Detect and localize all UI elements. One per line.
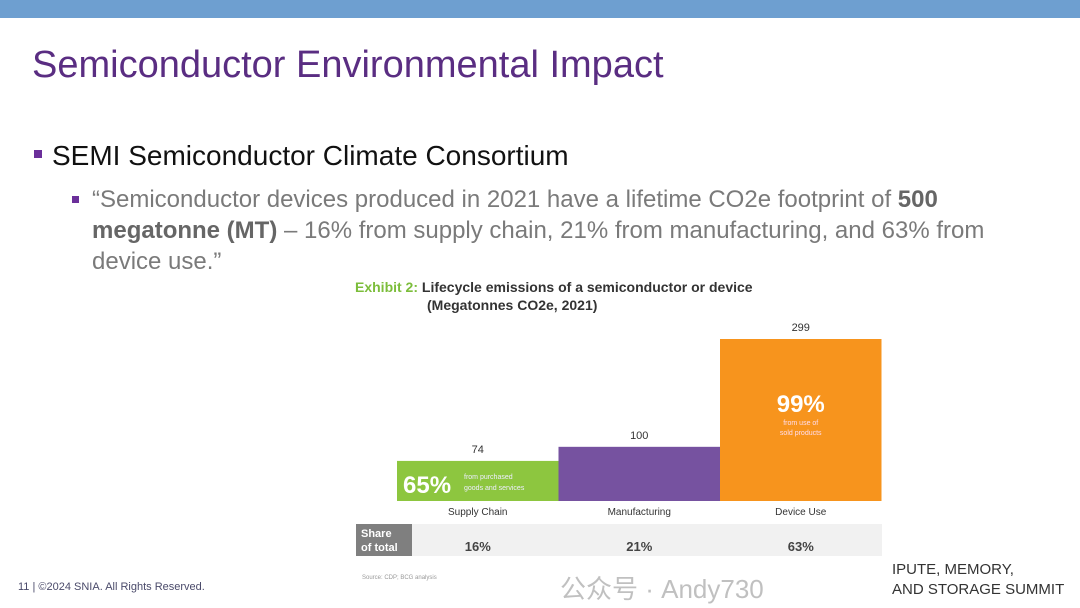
inner-pct-device: 99%	[777, 391, 825, 418]
category-label: Manufacturing	[608, 507, 671, 518]
bullet-square-icon	[72, 196, 79, 203]
chart-title-text: Lifecycle emissions of a semiconductor o…	[421, 279, 753, 295]
exhibit-label: Exhibit 2:	[355, 279, 419, 295]
bullet-level1: SEMI Semiconductor Climate Consortium	[34, 140, 569, 172]
summit-line2: AND STORAGE SUMMIT	[892, 581, 1065, 598]
share-value: 16%	[465, 539, 491, 554]
inner-note-supply: from purchased	[464, 474, 513, 481]
quote-pre: “Semiconductor devices produced in 2021 …	[92, 186, 898, 213]
bar-supply-chain	[397, 460, 559, 501]
bar-value-label: 74	[472, 444, 484, 456]
share-value: 21%	[626, 539, 652, 554]
share-label: Share	[361, 528, 392, 540]
inner-note-device: sold products	[780, 430, 822, 437]
bullet-level2: “Semiconductor devices produced in 2021 …	[72, 184, 1052, 277]
share-row-bg	[412, 524, 882, 556]
bullet-square-icon	[34, 149, 42, 158]
bullet-text: SEMI Semiconductor Climate Consortium	[52, 140, 569, 171]
share-label: of total	[361, 542, 398, 554]
summit-logo-text: IPUTE, MEMORY, AND STORAGE SUMMIT	[892, 560, 1064, 600]
bar-value-label: 100	[630, 430, 648, 442]
chart-title: Exhibit 2: Lifecycle emissions of a semi…	[355, 279, 753, 295]
chart-source: Source: CDP; BCG analysis	[362, 575, 437, 581]
quote-bold: 500 megatonne (MT)	[92, 186, 938, 244]
footer-copyright: 11 | ©2024 SNIA. All Rights Reserved.	[18, 581, 205, 593]
category-label: Device Use	[775, 507, 827, 518]
emissions-chart: 74 Supply Chain 16% 100 Manufacturing 21% 299 D…	[356, 322, 882, 556]
inner-note-supply: goods and services	[464, 485, 525, 492]
slide-title: Semiconductor Environmental Impact	[32, 44, 664, 86]
share-value: 63%	[788, 539, 814, 554]
bar-manufacturing	[558, 446, 720, 501]
quote-post: – 16% from supply chain, 21% from manufa…	[92, 217, 985, 275]
share-label-box	[356, 524, 412, 556]
top-accent-bar	[0, 0, 1080, 18]
inner-pct-supply: 65%	[403, 472, 451, 499]
category-label: Supply Chain	[448, 507, 507, 518]
bar-value-label: 299	[792, 322, 810, 334]
inner-note-device: from use of	[783, 420, 818, 427]
bar-device-use	[720, 339, 882, 501]
summit-line1: IPUTE, MEMORY,	[892, 561, 1014, 578]
chart-subtitle: (Megatonnes CO2e, 2021)	[427, 297, 598, 313]
watermark: 公众号 · Andy730	[560, 574, 764, 604]
